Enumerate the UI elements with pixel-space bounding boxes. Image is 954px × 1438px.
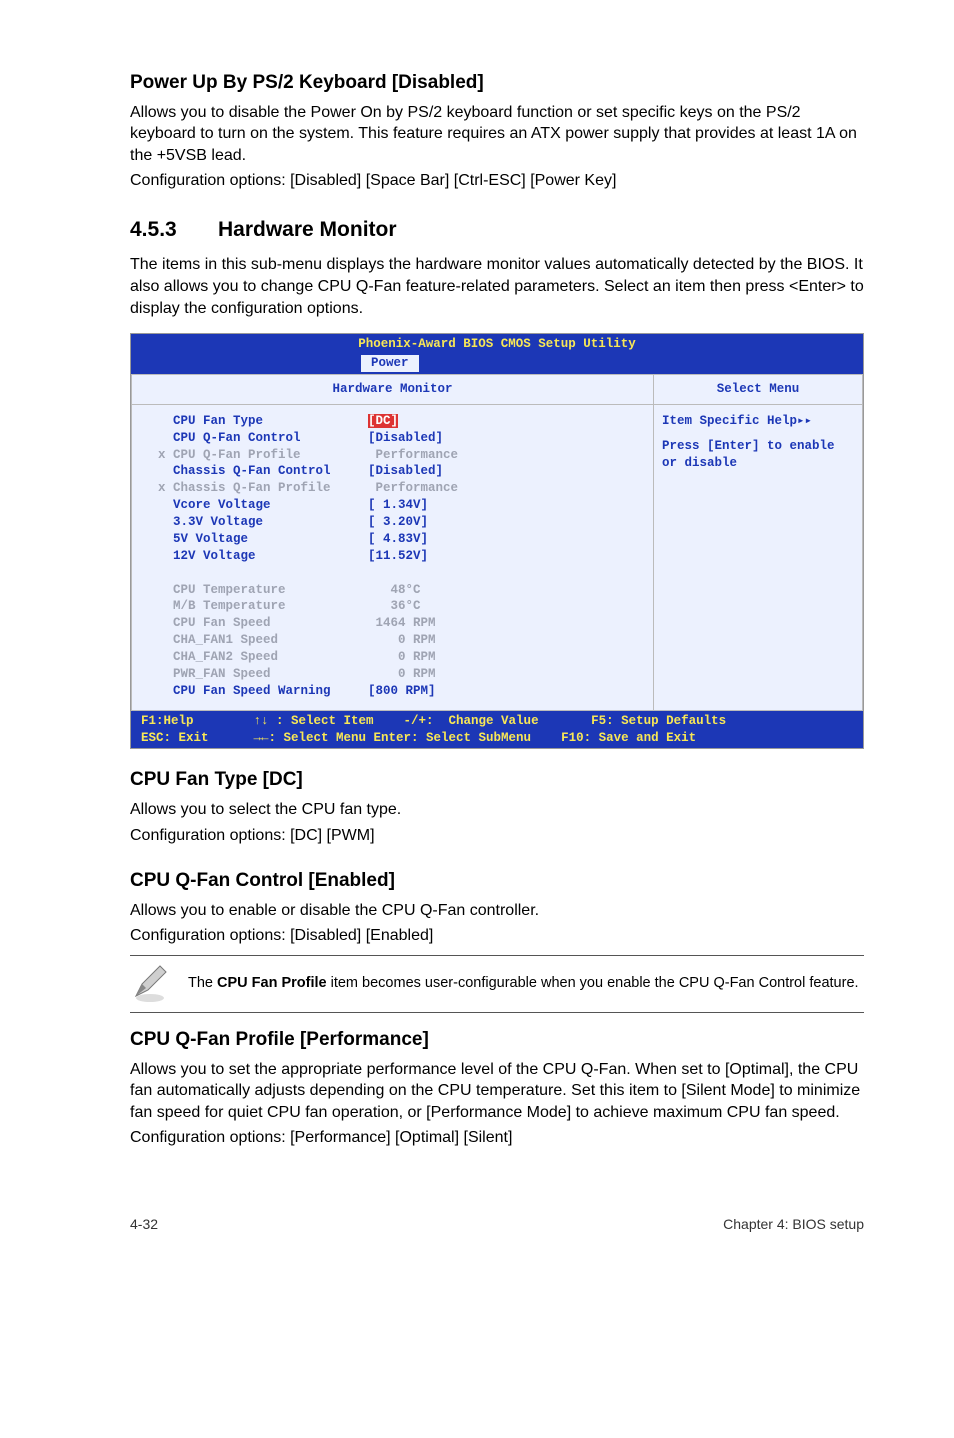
bios-right-panel: Select Menu Item Specific Help▸▸ Press […	[653, 374, 863, 711]
intro-453: The items in this sub-menu displays the …	[130, 254, 864, 319]
body-qfan-control: Allows you to enable or disable the CPU …	[130, 900, 864, 922]
footer-right: Chapter 4: BIOS setup	[723, 1215, 864, 1234]
heading-qfan-profile: CPU Q-Fan Profile [Performance]	[130, 1027, 864, 1053]
bios-footer-l2: ESC: Exit →←: Select Menu Enter: Select …	[141, 731, 696, 745]
heading-fantype: CPU Fan Type [DC]	[130, 767, 864, 793]
config-qfan-control: Configuration options: [Disabled] [Enabl…	[130, 925, 864, 947]
page-footer: 4-32 Chapter 4: BIOS setup	[130, 1209, 864, 1234]
heading-powerup: Power Up By PS/2 Keyboard [Disabled]	[130, 70, 864, 96]
note-text: The CPU Fan Profile item becomes user-co…	[188, 974, 859, 994]
bios-help-title: Item Specific Help▸▸	[662, 413, 854, 430]
bios-footer: F1:Help ↑↓ : Select Item -/+: Change Val…	[131, 711, 863, 749]
bios-left-panel: Hardware Monitor CPU Fan Type [DC] CPU Q…	[131, 374, 653, 711]
bios-title: Phoenix-Award BIOS CMOS Setup Utility	[131, 334, 863, 355]
note-prefix: The	[188, 975, 217, 991]
bios-right-body: Item Specific Help▸▸ Press [Enter] to en…	[654, 405, 862, 480]
bios-right-header: Select Menu	[654, 375, 862, 405]
heading-number: 4.5.3	[130, 216, 218, 244]
pencil-icon	[130, 964, 170, 1004]
bios-footer-l1: F1:Help ↑↓ : Select Item -/+: Change Val…	[141, 714, 726, 728]
body-powerup: Allows you to disable the Power On by PS…	[130, 102, 864, 167]
bios-tabrow: Power	[131, 355, 863, 374]
note-bold: CPU Fan Profile	[217, 975, 327, 991]
bios-main: Hardware Monitor CPU Fan Type [DC] CPU Q…	[131, 374, 863, 711]
note-box: The CPU Fan Profile item becomes user-co…	[130, 955, 864, 1013]
bios-left-header: Hardware Monitor	[132, 375, 653, 405]
body-qfan-profile: Allows you to set the appropriate perfor…	[130, 1059, 864, 1124]
heading-qfan-control: CPU Q-Fan Control [Enabled]	[130, 868, 864, 894]
config-powerup: Configuration options: [Disabled] [Space…	[130, 170, 864, 192]
config-fantype: Configuration options: [DC] [PWM]	[130, 825, 864, 847]
footer-left: 4-32	[130, 1215, 158, 1234]
heading-text: Hardware Monitor	[218, 218, 397, 241]
config-qfan-profile: Configuration options: [Performance] [Op…	[130, 1127, 864, 1149]
bios-tab-power: Power	[361, 355, 419, 372]
heading-453: 4.5.3Hardware Monitor	[130, 216, 864, 244]
note-suffix: item becomes user-configurable when you …	[327, 975, 859, 991]
bios-box: Phoenix-Award BIOS CMOS Setup Utility Po…	[130, 333, 864, 749]
bios-help-body: Press [Enter] to enable or disable	[662, 438, 854, 472]
bios-left-body: CPU Fan Type [DC] CPU Q-Fan Control [Dis…	[132, 405, 653, 710]
body-fantype: Allows you to select the CPU fan type.	[130, 799, 864, 821]
